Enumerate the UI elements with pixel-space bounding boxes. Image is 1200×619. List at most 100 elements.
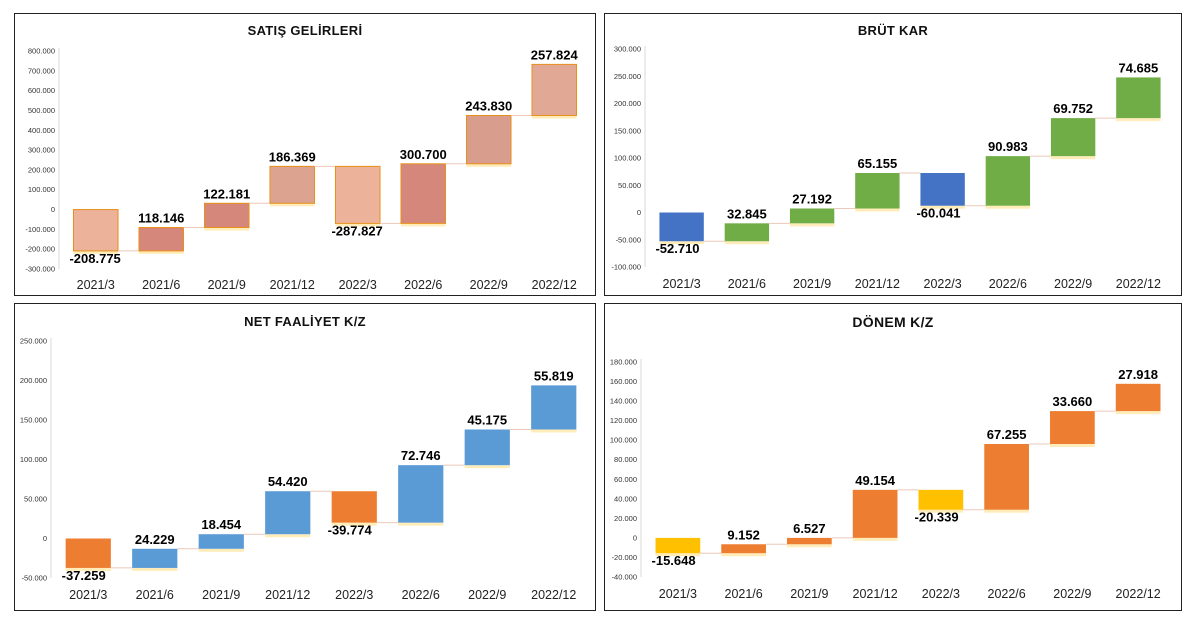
x-tick-label: 2022/9 xyxy=(468,588,506,602)
bar-shadow xyxy=(198,548,244,552)
bar xyxy=(787,537,832,545)
x-tick-label: 2022/12 xyxy=(531,588,576,602)
data-label: 9.152 xyxy=(727,527,760,542)
bar-shadow xyxy=(531,115,577,119)
data-label: -39.774 xyxy=(328,523,373,538)
x-tick-label: 2021/3 xyxy=(663,277,701,291)
data-label: 55.819 xyxy=(534,368,574,383)
data-label: 54.420 xyxy=(268,474,308,489)
bar-shadow xyxy=(655,553,701,557)
chart-svg: 300.000 250.000 200.000 150.000 100.000 50.00… xyxy=(611,45,1161,292)
x-tick-label: 2022/12 xyxy=(1116,277,1161,291)
y-tick-label: 180.000 xyxy=(610,358,637,367)
x-tick-label: 2021/12 xyxy=(270,278,315,292)
bar-shadow xyxy=(787,544,832,548)
bar xyxy=(1115,383,1161,412)
data-label: 24.229 xyxy=(135,532,175,547)
x-tick-label: 2021/12 xyxy=(855,277,900,291)
y-tick-label: 140.000 xyxy=(610,397,637,406)
y-tick-label: 100.000 xyxy=(28,185,55,194)
data-label: 27.918 xyxy=(1118,367,1158,382)
bar xyxy=(465,114,512,165)
bar xyxy=(721,544,766,554)
data-label: 32.845 xyxy=(727,206,767,221)
data-label: 67.255 xyxy=(987,427,1027,442)
bar xyxy=(724,223,770,242)
bar-shadow xyxy=(132,567,178,571)
bar xyxy=(1116,77,1161,119)
chart-title: BRÜT KAR xyxy=(857,23,929,38)
bar xyxy=(464,429,510,466)
bar xyxy=(852,489,898,538)
x-tick-label: 2022/3 xyxy=(924,277,962,291)
x-tick-label: 2022/6 xyxy=(988,587,1026,601)
bar-shadow xyxy=(985,205,1031,209)
bar xyxy=(918,489,964,510)
x-tick-label: 2021/3 xyxy=(69,588,107,602)
chart-title: NET FAALİYET K/Z xyxy=(244,314,366,329)
bar-shadow xyxy=(204,227,250,231)
data-label: 300.700 xyxy=(400,147,447,162)
bar-shadow xyxy=(398,522,444,526)
chart-svg: 180.000 160.000 140.000 120.000 100.000 80.00… xyxy=(610,358,1161,602)
bar xyxy=(985,156,1031,206)
bar-shadow xyxy=(65,567,111,571)
data-label: -208.775 xyxy=(69,251,120,266)
data-label: 49.154 xyxy=(855,473,896,488)
data-label: 6.527 xyxy=(793,521,826,536)
y-tick-label: 100.000 xyxy=(610,436,637,445)
bar-shadow xyxy=(269,203,315,207)
data-label: -60.041 xyxy=(916,206,960,221)
data-label: 122.181 xyxy=(203,186,250,201)
y-tick-label: -200.000 xyxy=(25,245,55,254)
bar xyxy=(203,202,250,229)
bar xyxy=(398,465,444,523)
y-tick-label: 20.000 xyxy=(614,514,637,523)
y-tick-label: 500.000 xyxy=(28,106,55,115)
y-tick-label: 100.000 xyxy=(614,154,641,163)
bar-shadow xyxy=(138,250,184,254)
bar xyxy=(531,63,578,116)
bar xyxy=(265,491,311,535)
bar xyxy=(400,163,447,224)
bar-shadow xyxy=(466,163,512,167)
y-tick-label: 80.000 xyxy=(614,455,637,464)
data-label: 65.155 xyxy=(857,156,897,171)
data-label: -287.827 xyxy=(331,223,382,238)
x-tick-label: 2022/3 xyxy=(922,587,960,601)
bar-shadow xyxy=(852,537,898,541)
bar-shadow xyxy=(918,509,964,513)
chart-title: DÖNEM K/Z xyxy=(852,314,934,330)
bar-shadow xyxy=(1050,443,1095,447)
y-tick-label: 800.000 xyxy=(28,47,55,56)
x-tick-label: 2021/12 xyxy=(853,587,898,601)
data-label: 45.175 xyxy=(467,412,507,427)
data-label: 186.369 xyxy=(269,149,316,164)
data-label: 69.752 xyxy=(1053,101,1093,116)
x-tick-label: 2021/9 xyxy=(202,588,240,602)
bar-shadow xyxy=(1050,156,1096,160)
bar xyxy=(531,385,577,430)
data-label: 33.660 xyxy=(1052,394,1092,409)
x-tick-label: 2021/3 xyxy=(77,278,115,292)
bar xyxy=(855,172,900,209)
x-tick-label: 2021/9 xyxy=(208,278,246,292)
bar xyxy=(198,534,244,549)
y-tick-label: 40.000 xyxy=(614,494,637,503)
bar xyxy=(334,165,381,224)
y-tick-label: -300.000 xyxy=(25,265,55,274)
bar-shadow xyxy=(855,208,900,212)
bar xyxy=(1050,411,1095,444)
y-tick-label: 0 xyxy=(43,534,47,543)
x-tick-label: 2022/9 xyxy=(1053,587,1091,601)
data-label: -20.339 xyxy=(915,510,959,525)
x-tick-label: 2021/6 xyxy=(136,588,174,602)
data-label: -15.648 xyxy=(652,553,696,568)
data-label: 118.146 xyxy=(138,211,184,226)
bar-shadow xyxy=(1115,411,1161,415)
y-tick-label: -50.000 xyxy=(22,574,47,583)
bar-shadow xyxy=(400,223,446,227)
y-tick-label: 50.000 xyxy=(618,181,641,190)
y-tick-label: 120.000 xyxy=(610,416,637,425)
bar-shadow xyxy=(789,223,835,227)
